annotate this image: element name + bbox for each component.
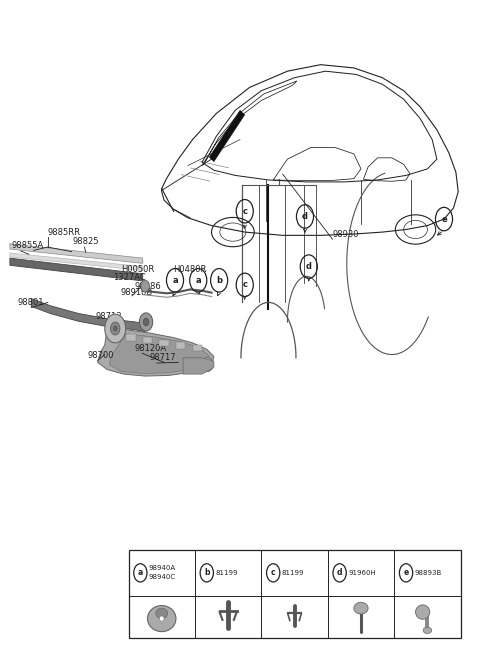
Text: a: a xyxy=(172,276,178,284)
Ellipse shape xyxy=(354,602,368,614)
Polygon shape xyxy=(109,334,209,373)
Circle shape xyxy=(139,313,153,331)
Bar xyxy=(192,345,202,351)
Text: a: a xyxy=(138,568,143,578)
Text: 98825: 98825 xyxy=(73,237,99,246)
Circle shape xyxy=(203,357,213,371)
Circle shape xyxy=(113,326,117,331)
Text: e: e xyxy=(441,215,447,223)
Text: 98713: 98713 xyxy=(96,311,122,321)
Text: 81199: 81199 xyxy=(282,570,304,576)
Text: H0480R: H0480R xyxy=(173,265,206,275)
Text: e: e xyxy=(403,568,408,578)
Bar xyxy=(129,550,461,638)
Text: d: d xyxy=(302,212,308,221)
Text: 98700: 98700 xyxy=(87,351,114,360)
Polygon shape xyxy=(31,298,145,332)
Text: 98910B: 98910B xyxy=(120,288,153,297)
Text: 98801: 98801 xyxy=(18,298,45,307)
Text: c: c xyxy=(271,568,276,578)
Text: 98930: 98930 xyxy=(333,229,359,238)
Text: 91960H: 91960H xyxy=(348,570,376,576)
Ellipse shape xyxy=(423,627,432,633)
Ellipse shape xyxy=(416,605,430,620)
Text: 98940C: 98940C xyxy=(149,574,176,580)
Polygon shape xyxy=(183,358,214,374)
Text: d: d xyxy=(306,262,312,271)
Circle shape xyxy=(141,281,149,292)
Text: c: c xyxy=(242,281,247,289)
Circle shape xyxy=(110,322,120,335)
Ellipse shape xyxy=(156,608,168,619)
Text: 98717: 98717 xyxy=(150,353,177,363)
Bar xyxy=(126,334,136,341)
Polygon shape xyxy=(209,110,245,162)
Bar xyxy=(143,337,152,344)
Text: 98893B: 98893B xyxy=(415,570,442,576)
Circle shape xyxy=(143,318,149,326)
Text: b: b xyxy=(216,276,222,284)
Text: 98120A: 98120A xyxy=(135,344,167,353)
Polygon shape xyxy=(10,253,143,271)
Polygon shape xyxy=(97,328,214,376)
Text: 98855A: 98855A xyxy=(12,241,44,250)
Bar xyxy=(159,340,169,346)
Text: 98940A: 98940A xyxy=(149,565,176,572)
Text: c: c xyxy=(242,207,247,215)
Text: H0050R: H0050R xyxy=(121,265,155,275)
Text: 98886: 98886 xyxy=(135,282,161,290)
Text: 1327AC: 1327AC xyxy=(113,273,145,282)
Text: 81199: 81199 xyxy=(216,570,238,576)
Ellipse shape xyxy=(159,616,164,622)
Text: a: a xyxy=(195,276,201,284)
Text: d: d xyxy=(337,568,342,578)
Circle shape xyxy=(105,314,126,343)
Bar xyxy=(176,342,185,349)
Text: 9885RR: 9885RR xyxy=(48,227,81,237)
Polygon shape xyxy=(10,258,143,281)
Text: b: b xyxy=(204,568,210,578)
Polygon shape xyxy=(10,244,143,263)
Ellipse shape xyxy=(147,606,176,631)
